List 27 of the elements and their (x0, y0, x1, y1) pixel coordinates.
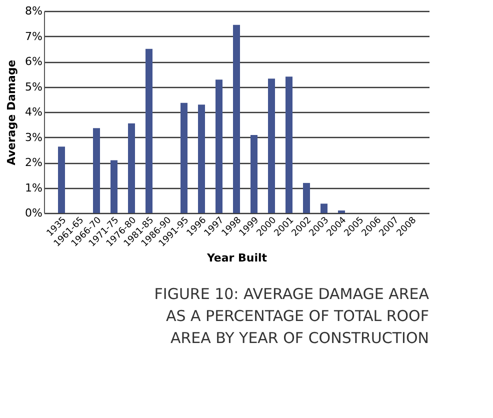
y-tick-label: 7% (25, 30, 42, 43)
bar (338, 210, 345, 213)
x-axis-title: Year Built (206, 251, 268, 264)
bar (320, 204, 328, 213)
bar (58, 146, 65, 213)
y-tick-label: 8% (25, 4, 42, 18)
bar (146, 48, 152, 213)
bar (128, 123, 135, 213)
y-tick-label: 5% (25, 80, 42, 94)
bar (198, 104, 205, 213)
y-tick-label: 6% (25, 55, 42, 68)
bar (180, 102, 188, 213)
y-tick-label: 4% (25, 106, 42, 118)
text: FIGURE 10: AVERAGE DAMAGE AREA AS A PERCENTAGE OF TOTAL ROOF AREA BY YEAR OF CONSTRUCTION (154, 284, 430, 347)
bar (216, 80, 222, 213)
bar (110, 160, 118, 213)
bar (268, 78, 275, 213)
y-tick-label: 3% (25, 130, 42, 144)
bar (286, 76, 292, 213)
y-tick-label: 1% (25, 181, 42, 194)
y-tick-label: 0% (25, 206, 42, 220)
y-axis-title: Average Damage (5, 60, 18, 166)
bar (250, 134, 258, 213)
bar (233, 24, 240, 213)
bar (93, 128, 100, 213)
bar (303, 182, 310, 213)
y-tick-label: 2% (25, 156, 42, 169)
